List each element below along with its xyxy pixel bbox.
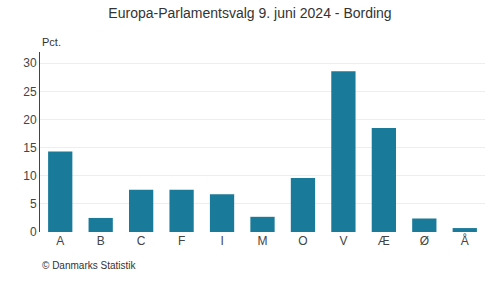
svg-text:F: F [178,234,185,248]
svg-text:© Danmarks Statistik: © Danmarks Statistik [42,260,137,271]
svg-text:25: 25 [23,85,37,99]
svg-text:M: M [258,234,268,248]
svg-text:Æ: Æ [378,234,390,248]
svg-text:10: 10 [23,169,37,183]
svg-text:Ø: Ø [420,234,429,248]
svg-text:Å: Å [461,233,469,248]
svg-text:C: C [137,234,146,248]
svg-text:0: 0 [30,225,37,239]
svg-text:I: I [220,234,223,248]
svg-text:20: 20 [23,113,37,127]
svg-text:A: A [56,234,64,248]
svg-text:30: 30 [23,56,37,70]
svg-text:V: V [339,234,347,248]
svg-text:15: 15 [23,141,37,155]
svg-text:O: O [298,234,307,248]
svg-text:Europa-Parlamentsvalg 9. juni: Europa-Parlamentsvalg 9. juni 2024 - Bor… [108,5,391,21]
svg-text:B: B [97,234,105,248]
svg-text:Pct.: Pct. [42,36,61,48]
svg-text:5: 5 [30,197,37,211]
